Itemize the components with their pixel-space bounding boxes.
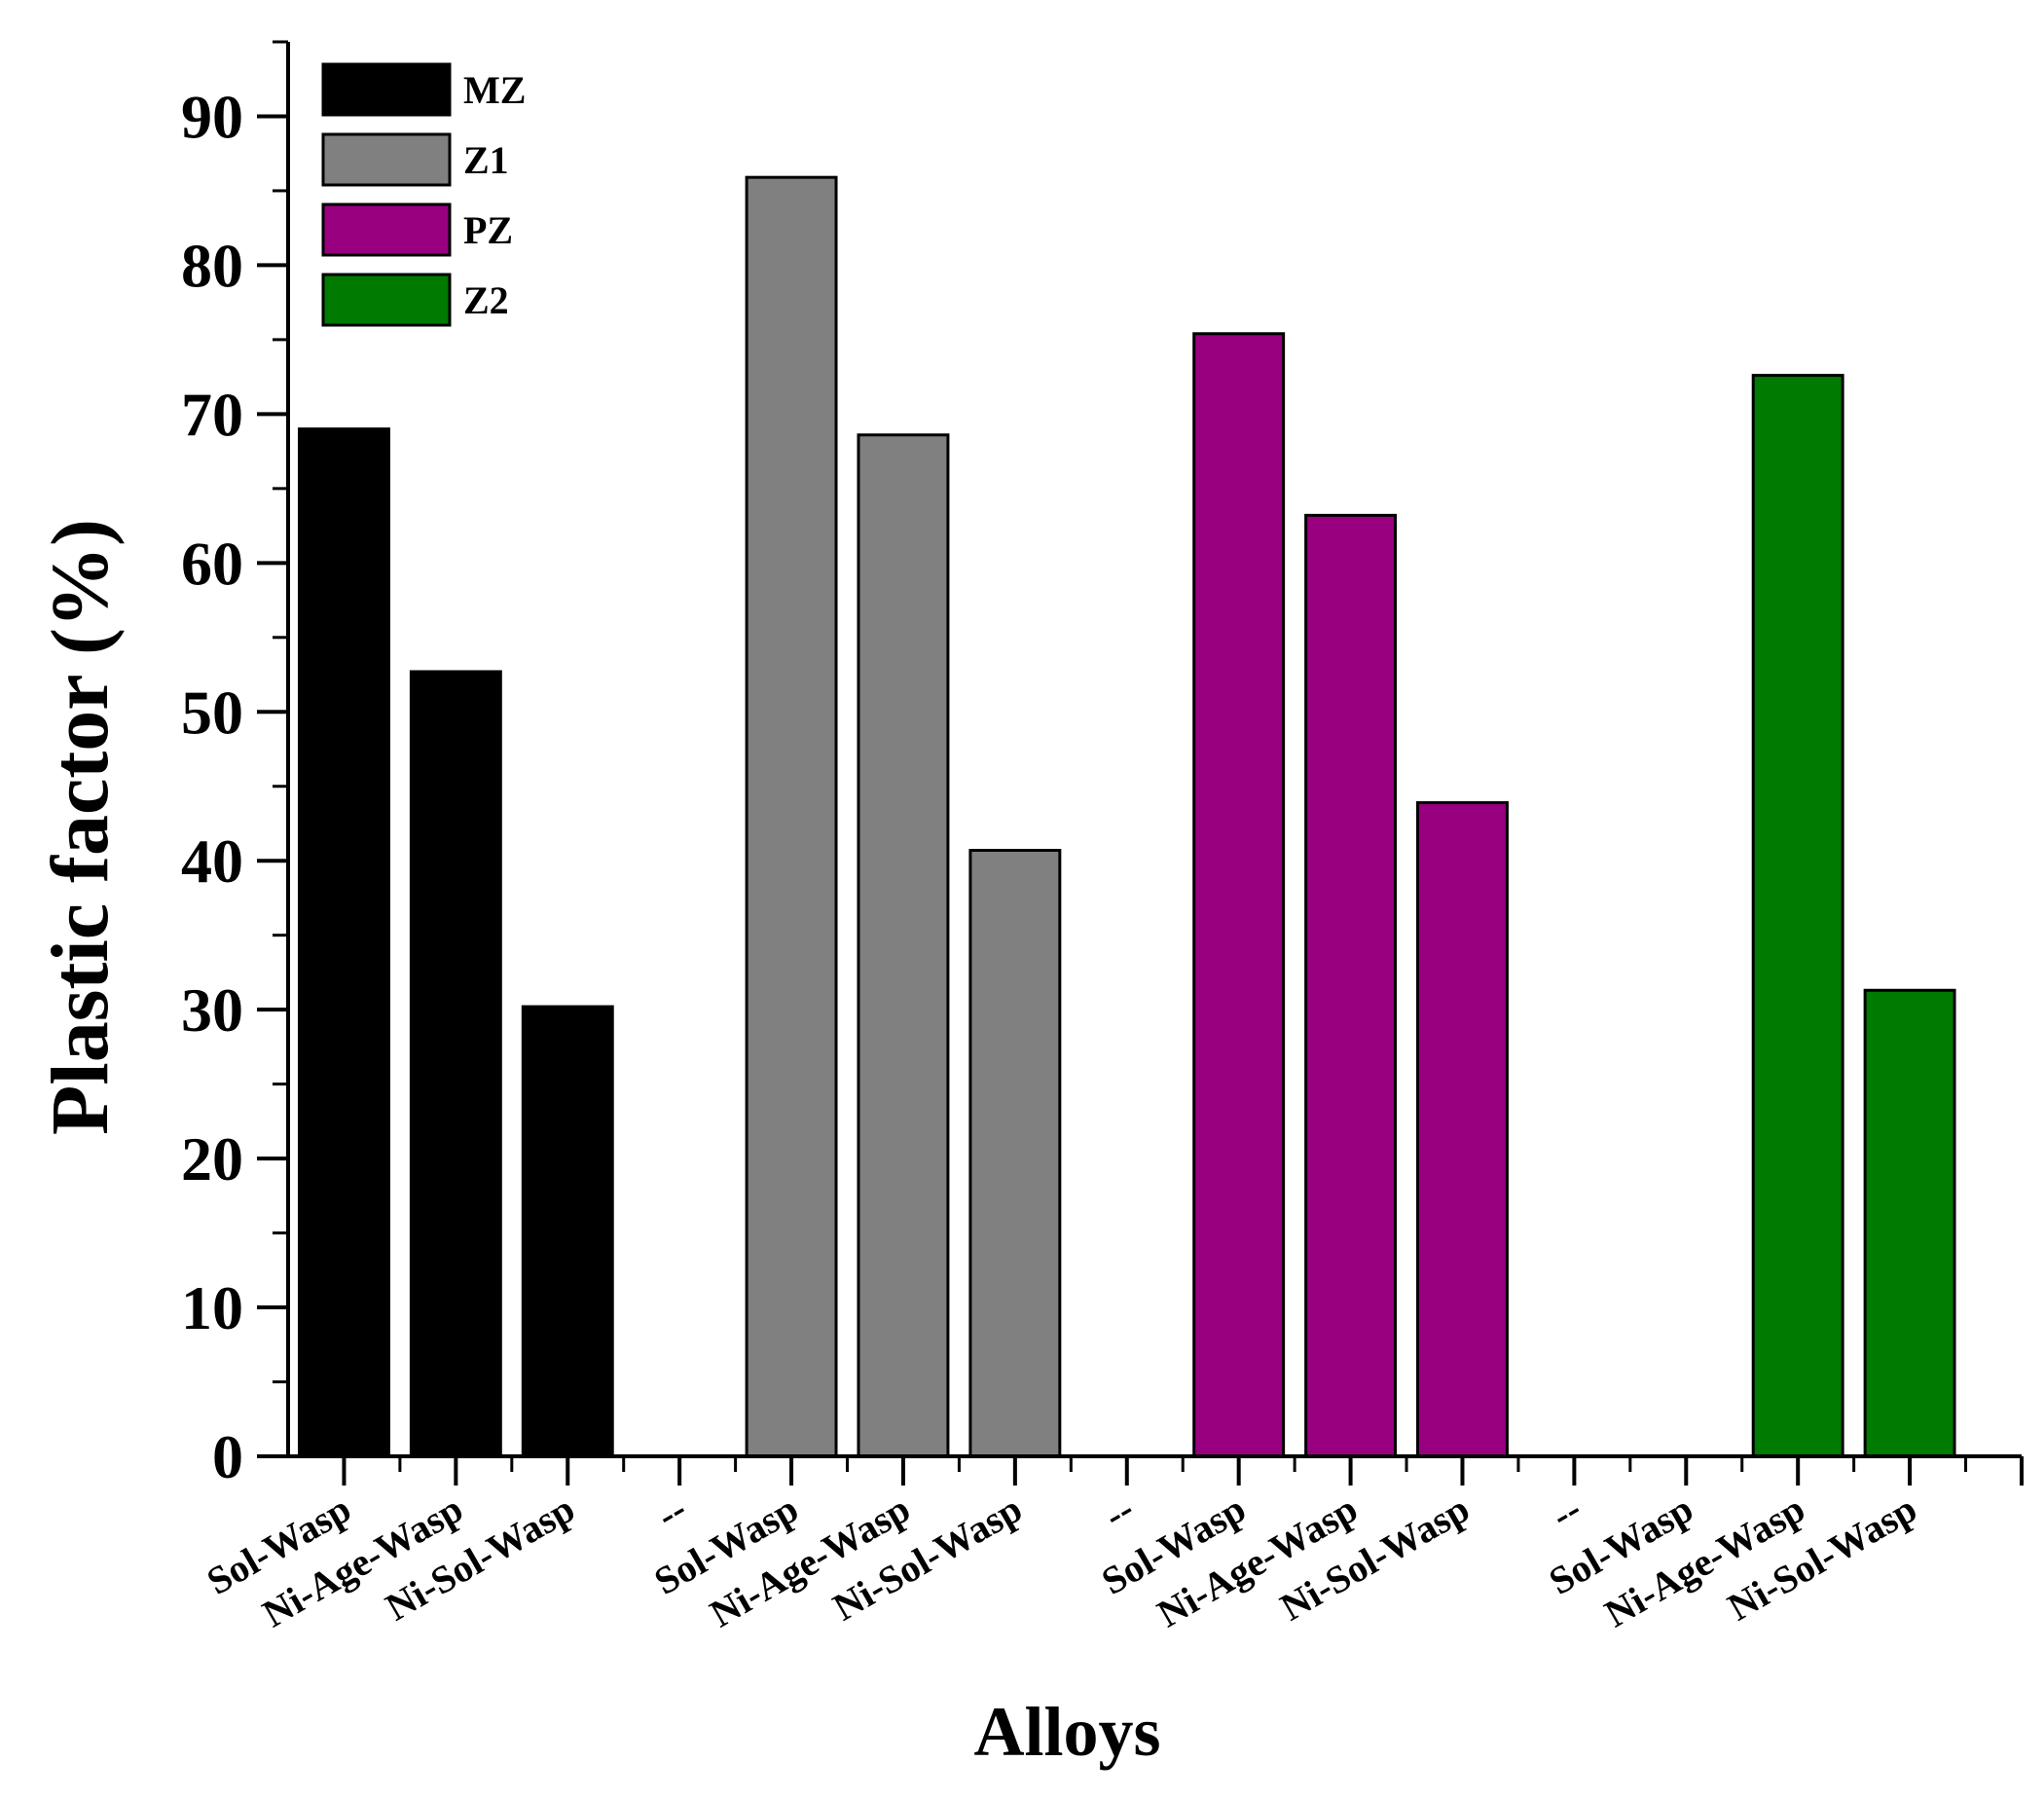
legend-label-z1: Z1	[463, 138, 509, 182]
x-tick-label: --	[649, 1486, 694, 1537]
legend-swatch-mz	[321, 62, 452, 117]
y-tick-label: 80	[181, 231, 243, 300]
y-tick-label: 30	[181, 975, 243, 1045]
legend-label-z2: Z2	[463, 278, 509, 322]
bar-mz-0	[297, 427, 390, 1458]
legend-label-mz: MZ	[463, 68, 526, 112]
bar-z1-6	[968, 849, 1062, 1458]
bar-pz-8	[1192, 332, 1286, 1458]
y-tick-label: 50	[181, 678, 243, 747]
y-tick-label: 70	[181, 380, 243, 449]
bar-z2-14	[1863, 988, 1956, 1458]
y-tick-label: 20	[181, 1124, 243, 1193]
bar-z1-5	[857, 433, 950, 1458]
legend-swatch-z2	[321, 273, 452, 327]
y-tick-label: 40	[181, 826, 243, 896]
y-tick-label: 60	[181, 529, 243, 598]
y-tick-label: 10	[181, 1273, 243, 1342]
x-axis-title: Alloys	[973, 1693, 1160, 1771]
y-axis-title: Plastic factor (%)	[35, 519, 126, 1135]
legend: MZ Z1 PZ Z2	[321, 62, 526, 327]
bar-pz-10	[1416, 801, 1509, 1458]
legend-swatch-z1	[321, 132, 452, 187]
bar-z2-13	[1751, 374, 1844, 1458]
legend-label-pz: PZ	[463, 208, 513, 252]
x-tick-label: --	[1544, 1486, 1588, 1537]
bar-mz-1	[409, 670, 502, 1458]
bar-mz-2	[521, 1005, 614, 1458]
bar-pz-9	[1304, 513, 1398, 1458]
bar-z1-4	[745, 175, 838, 1458]
y-tick-label: 90	[181, 82, 243, 151]
x-tick-label: --	[1097, 1486, 1142, 1537]
y-tick-label: 0	[212, 1422, 243, 1491]
bars-group	[297, 175, 1956, 1458]
legend-swatch-pz	[321, 202, 452, 257]
